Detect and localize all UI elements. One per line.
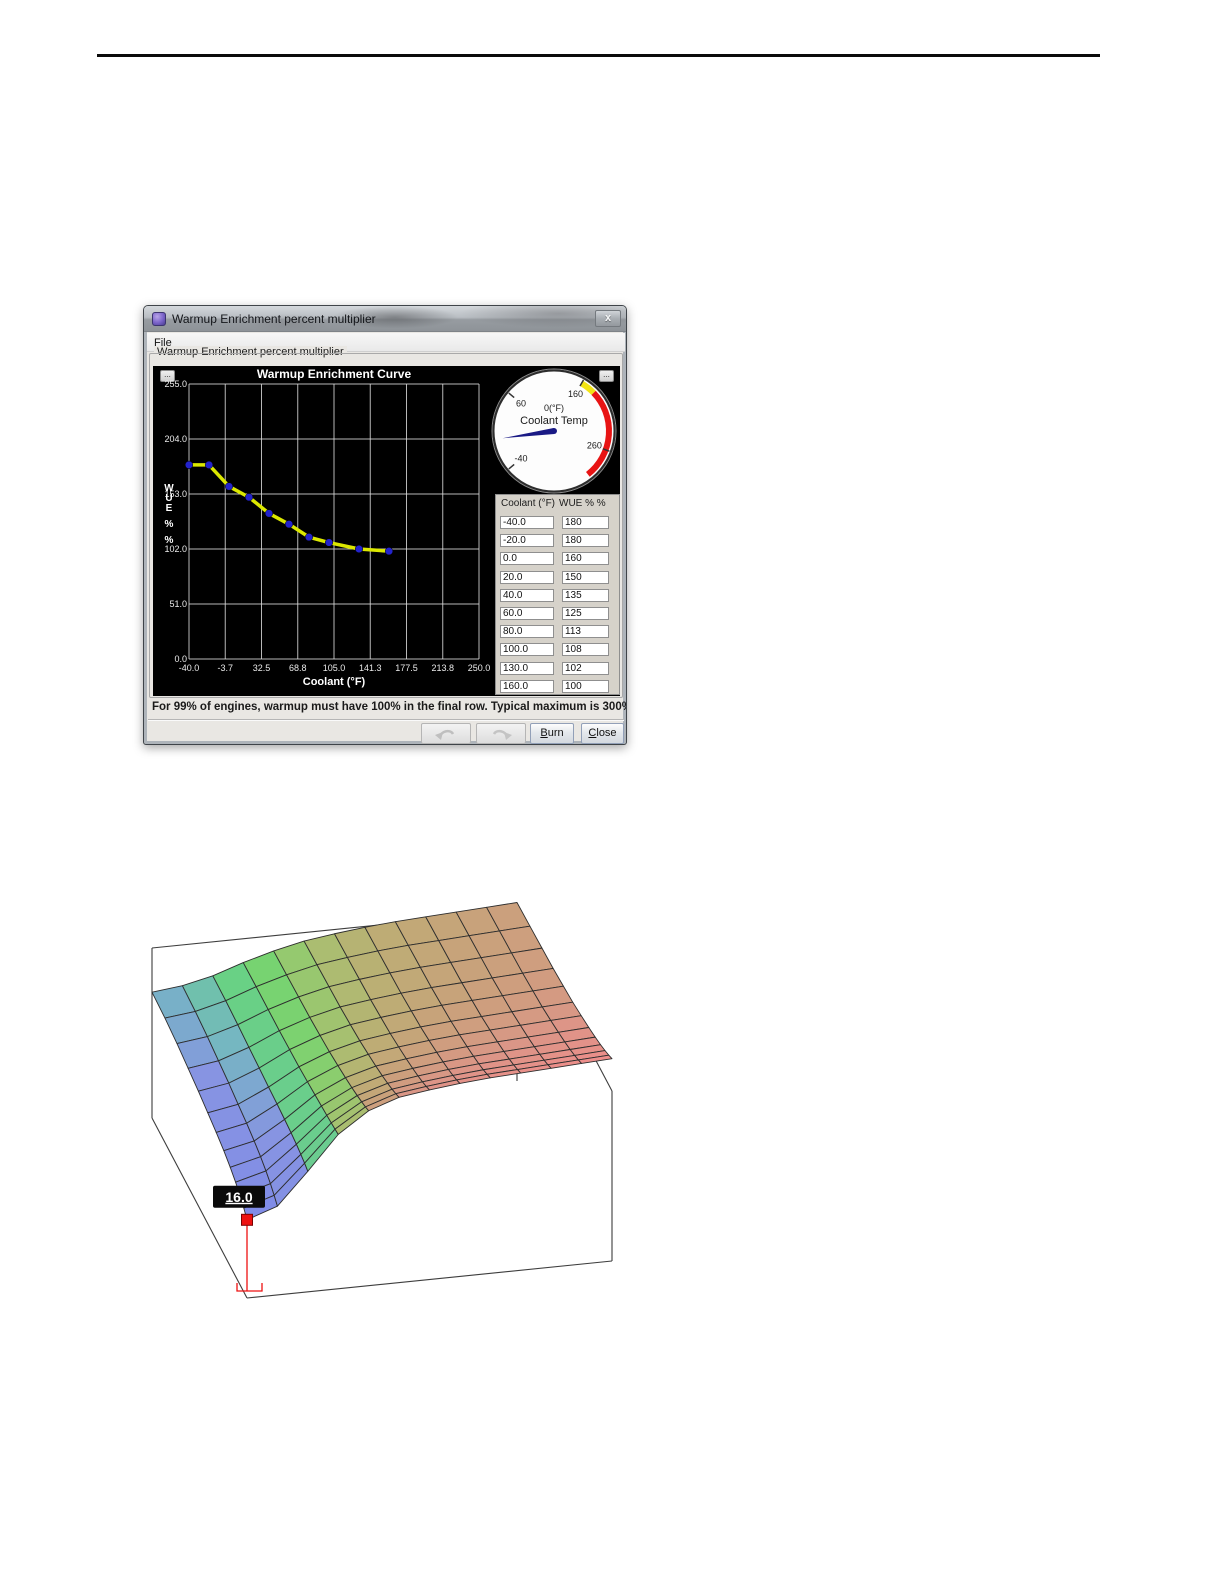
coolant-value-field[interactable]: 160.0 (500, 679, 554, 693)
curve-point[interactable] (354, 544, 364, 554)
coolant-value-field[interactable]: 60.0 (500, 607, 554, 620)
table-header-coolant: Coolant (°F) (501, 498, 556, 509)
svg-text:Coolant Temp: Coolant Temp (520, 415, 588, 427)
groupbox-border (149, 353, 623, 698)
chart-options-right-button[interactable]: ... (599, 370, 614, 382)
status-hint-text: For 99% of engines, warmup must have 100… (152, 701, 627, 713)
wue-value-field[interactable]: 135 (562, 588, 609, 602)
svg-text:U: U (165, 493, 172, 504)
coolant-value-field[interactable]: 0.0 (500, 552, 554, 566)
svg-text:0(°F): 0(°F) (544, 403, 564, 413)
curve-point[interactable] (264, 509, 274, 518)
svg-text:250.0: 250.0 (468, 663, 491, 673)
curve-point[interactable] (184, 460, 194, 469)
coolant-value-field[interactable]: 40.0 (500, 588, 554, 602)
svg-text:%: % (165, 519, 174, 530)
curve-point[interactable] (304, 533, 314, 542)
svg-text:E: E (166, 503, 173, 514)
svg-text:Coolant (°F): Coolant (°F) (303, 676, 366, 688)
undo-button[interactable] (421, 723, 471, 744)
curve-point[interactable] (244, 493, 254, 502)
curve-point[interactable] (224, 482, 234, 491)
curve-point[interactable] (204, 460, 214, 469)
svg-text:260: 260 (587, 441, 602, 451)
dialog-title: Warmup Enrichment percent multiplier (172, 312, 376, 326)
fuel-table-3d-surface[interactable]: 16.0 (140, 875, 640, 1305)
svg-text:141.3: 141.3 (359, 663, 382, 673)
undo-arrow-icon (435, 729, 455, 740)
curve-point[interactable] (384, 547, 394, 556)
svg-text:W: W (164, 483, 174, 494)
button-separator (148, 719, 624, 721)
wue-value-field[interactable]: 100 (562, 679, 609, 693)
app-icon (152, 312, 166, 326)
menu-file[interactable]: File (154, 337, 172, 349)
wue-value-field[interactable]: 150 (562, 570, 609, 584)
svg-text:-3.7: -3.7 (217, 663, 233, 673)
svg-text:-40: -40 (515, 454, 528, 464)
curve-point[interactable] (284, 520, 294, 529)
svg-text:68.8: 68.8 (289, 663, 307, 673)
svg-text:213.8: 213.8 (431, 663, 454, 673)
wue-value-field[interactable]: 125 (562, 607, 609, 620)
svg-text:177.5: 177.5 (395, 663, 418, 673)
wue-value-field[interactable]: 180 (562, 534, 609, 548)
coolant-value-field[interactable]: 80.0 (500, 625, 554, 639)
warmup-enrichment-curve-chart[interactable]: 0.0 51.0 102.0 153.0 204.0 255.0 -40.0 -3.7 32.5… (153, 366, 493, 696)
svg-text:0.0: 0.0 (174, 654, 187, 664)
redo-arrow-icon (492, 729, 512, 740)
dialog-titlebar[interactable]: Warmup Enrichment percent multiplier x (144, 306, 626, 332)
svg-text:%: % (165, 535, 174, 546)
svg-text:60: 60 (516, 398, 526, 408)
wue-value-field[interactable]: 180 (562, 516, 609, 529)
curve-value-table: Coolant (°F) WUE % % -40.0 180 -20.0 180 0.0… (495, 494, 620, 695)
svg-text:105.0: 105.0 (323, 663, 346, 673)
cell-value-label: 16.0 (225, 1189, 252, 1205)
page-header-rule (97, 54, 1100, 57)
curve-editor-panel: ... ... 0.0 51.0 102.0 153.0 204.0 255.0 -40.0… (153, 366, 620, 696)
wue-value-field[interactable]: 113 (562, 625, 609, 639)
coolant-value-field[interactable]: -20.0 (500, 534, 554, 548)
curve-point[interactable] (324, 538, 334, 547)
coolant-value-field[interactable]: 20.0 (500, 570, 554, 584)
wue-value-field[interactable]: 102 (562, 661, 609, 675)
coolant-value-field[interactable]: 100.0 (500, 643, 554, 657)
close-button[interactable]: Close (581, 723, 624, 744)
chart-options-left-button[interactable]: ... (160, 370, 175, 382)
warmup-enrichment-dialog: Warmup Enrichment percent multiplier x F… (143, 305, 627, 745)
wue-value-field[interactable]: 160 (562, 552, 609, 566)
svg-text:32.5: 32.5 (253, 663, 271, 673)
groupbox-title: Warmup Enrichment percent multiplier (154, 346, 347, 358)
coolant-value-field[interactable]: -40.0 (500, 516, 554, 529)
close-icon[interactable]: x (595, 310, 621, 327)
burn-button[interactable]: Burn (530, 723, 574, 744)
coolant-value-field[interactable]: 130.0 (500, 661, 554, 675)
svg-text:255.0: 255.0 (164, 379, 187, 389)
wue-value-field[interactable]: 108 (562, 643, 609, 657)
coolant-temp-gauge: -40 60 160 260 0(°F) Coolant Temp (491, 368, 617, 494)
redo-button[interactable] (476, 723, 526, 744)
svg-text:204.0: 204.0 (164, 434, 187, 444)
svg-text:Warmup Enrichment Curve: Warmup Enrichment Curve (257, 367, 412, 381)
svg-text:160: 160 (568, 389, 583, 399)
svg-text:-40.0: -40.0 (179, 663, 200, 673)
table-header-wue: WUE % % (559, 498, 606, 509)
svg-text:51.0: 51.0 (169, 599, 187, 609)
svg-text:153.0: 153.0 (164, 489, 187, 499)
active-cell-marker[interactable] (241, 1213, 253, 1226)
svg-text:102.0: 102.0 (164, 544, 187, 554)
